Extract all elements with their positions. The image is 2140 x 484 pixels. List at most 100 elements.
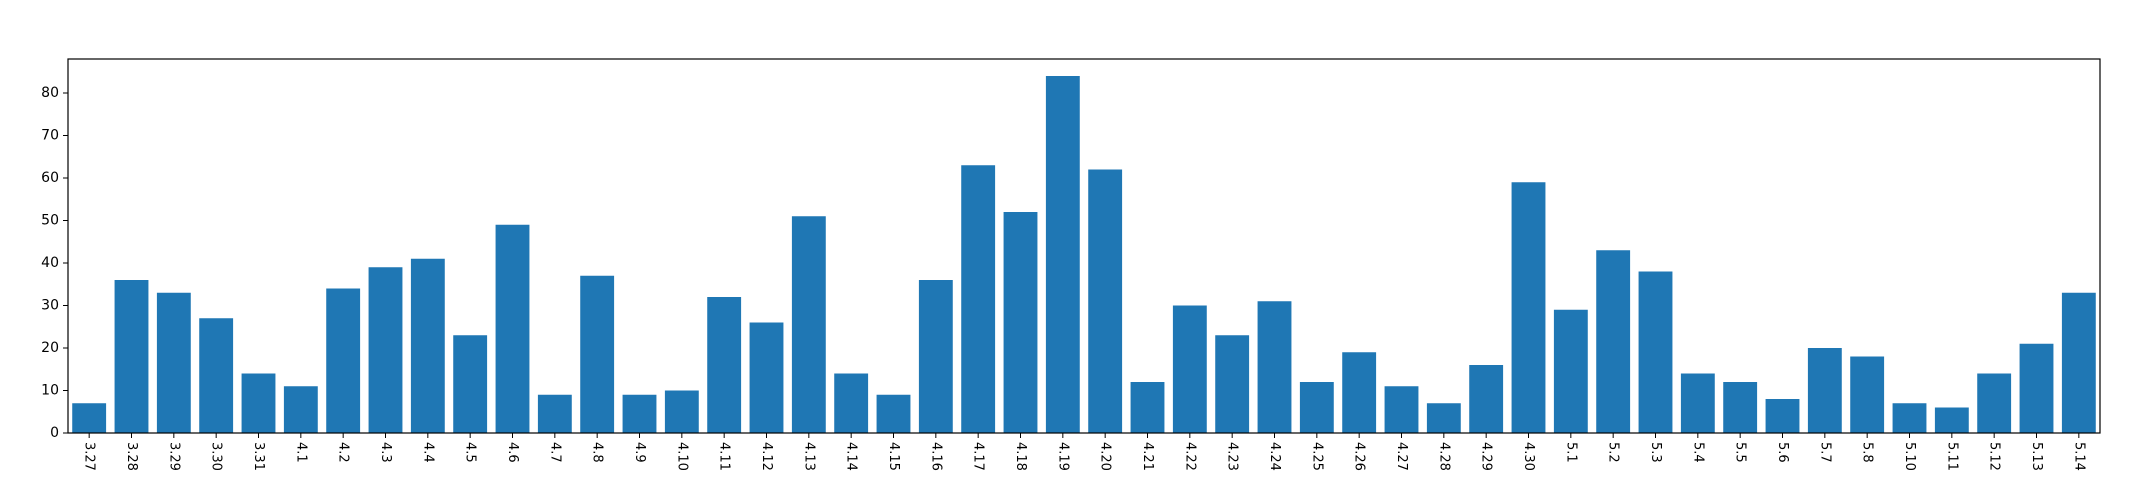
x-tick-label: 4.12 xyxy=(759,442,774,471)
x-tick-label: 5.12 xyxy=(1987,442,2002,471)
bar-5.1 xyxy=(1553,309,1588,433)
x-tick-label: 5.4 xyxy=(1690,442,1705,463)
x-tick-label: 4.4 xyxy=(420,442,435,463)
plot-frame xyxy=(67,58,2101,434)
x-tick-label: 4.11 xyxy=(717,442,732,471)
x-tick-label: 3.28 xyxy=(124,442,139,471)
x-tick-label: 5.13 xyxy=(2029,442,2044,471)
bars-group xyxy=(72,76,2096,433)
x-tick-label: 3.27 xyxy=(82,442,97,471)
x-tick-label: 4.8 xyxy=(590,442,605,463)
bar-4.11 xyxy=(707,297,742,433)
x-tick-label: 4.23 xyxy=(1225,442,1240,471)
x-tick-label: 4.13 xyxy=(801,442,816,471)
bar-4.22 xyxy=(1172,305,1207,433)
bar-4.14 xyxy=(834,373,869,433)
x-tick-label: 5.2 xyxy=(1606,442,1621,463)
y-tick-label: 10 xyxy=(41,383,59,399)
bar-4.29 xyxy=(1469,365,1504,433)
bar-4.26 xyxy=(1342,352,1377,433)
bar-4.3 xyxy=(368,267,403,433)
bar-5.3 xyxy=(1638,271,1673,433)
bar-5.6 xyxy=(1765,399,1800,433)
bar-5.4 xyxy=(1680,373,1715,433)
x-tick-label: 5.8 xyxy=(1860,442,1875,463)
x-tick-label: 4.28 xyxy=(1436,442,1451,471)
bar-5.7 xyxy=(1807,348,1842,433)
y-tick-label: 0 xyxy=(50,425,59,441)
x-tick-label: 5.1 xyxy=(1563,442,1578,463)
y-tick-label: 70 xyxy=(41,128,59,144)
bar-5.5 xyxy=(1723,382,1758,433)
bar-5.11 xyxy=(1934,407,1969,433)
bar-4.4 xyxy=(410,258,445,433)
x-tick-label: 3.31 xyxy=(251,442,266,471)
x-tick-label: 4.29 xyxy=(1479,442,1494,471)
bar-5.2 xyxy=(1596,250,1631,433)
bar-3.31 xyxy=(241,373,276,433)
y-tick-label: 80 xyxy=(41,85,59,101)
x-tick-label: 4.6 xyxy=(505,442,520,463)
bar-4.2 xyxy=(326,288,361,433)
bar-3.29 xyxy=(156,292,191,433)
x-tick-label: 3.30 xyxy=(209,442,224,471)
bar-4.12 xyxy=(749,322,784,433)
x-tick-label: 4.14 xyxy=(844,442,859,471)
x-tick-label: 4.22 xyxy=(1182,442,1197,471)
bar-4.21 xyxy=(1130,382,1165,433)
x-tick-label: 4.5 xyxy=(463,442,478,463)
bar-5.8 xyxy=(1850,356,1885,433)
bar-5.14 xyxy=(2061,292,2096,433)
bar-4.8 xyxy=(580,275,615,433)
bar-3.28 xyxy=(114,280,149,433)
bar-5.12 xyxy=(1977,373,2012,433)
x-tick-label: 5.14 xyxy=(2071,442,2086,471)
x-tick-label: 4.2 xyxy=(336,442,351,463)
bar-4.18 xyxy=(1003,212,1038,433)
x-axis: 3.27 3.28 3.29 3.30 3.31 4.1 4.2 4.3 4.4 4.5 4.6 4.… xyxy=(82,433,2086,471)
bar-4.6 xyxy=(495,224,530,433)
bar-4.9 xyxy=(622,394,657,433)
bar-4.10 xyxy=(664,390,699,433)
bar-3.30 xyxy=(199,318,234,433)
y-tick-label: 20 xyxy=(41,340,59,356)
x-tick-label: 4.26 xyxy=(1352,442,1367,471)
x-tick-label: 5.10 xyxy=(1902,442,1917,471)
y-tick-label: 30 xyxy=(41,298,59,314)
x-tick-label: 4.1 xyxy=(293,442,308,463)
y-tick-label: 40 xyxy=(41,255,59,271)
bar-4.16 xyxy=(918,280,953,433)
x-tick-label: 4.24 xyxy=(1267,442,1282,471)
x-tick-label: 4.15 xyxy=(886,442,901,471)
bar-4.28 xyxy=(1426,403,1461,433)
bar-4.17 xyxy=(961,165,996,433)
x-tick-label: 3.29 xyxy=(166,442,181,471)
x-tick-label: 4.7 xyxy=(547,442,562,463)
x-tick-label: 4.30 xyxy=(1521,442,1536,471)
y-axis: 0 10 20 30 40 50 60 70 80 xyxy=(41,85,68,441)
x-tick-label: 4.3 xyxy=(378,442,393,463)
x-tick-label: 4.9 xyxy=(632,442,647,463)
x-tick-label: 4.25 xyxy=(1309,442,1324,471)
bar-4.15 xyxy=(876,394,911,433)
x-tick-label: 5.7 xyxy=(1817,442,1832,463)
bar-3.27 xyxy=(72,403,107,433)
y-tick-label: 50 xyxy=(41,213,59,229)
x-tick-label: 4.27 xyxy=(1394,442,1409,471)
bar-4.7 xyxy=(537,394,572,433)
bar-4.1 xyxy=(283,386,318,433)
bar-4.19 xyxy=(1045,76,1080,433)
x-tick-label: 5.5 xyxy=(1733,442,1748,463)
bar-4.24 xyxy=(1257,301,1292,433)
x-tick-label: 5.6 xyxy=(1775,442,1790,463)
x-tick-label: 4.21 xyxy=(1140,442,1155,471)
bar-4.25 xyxy=(1299,382,1334,433)
bar-4.20 xyxy=(1088,169,1123,433)
bar-4.5 xyxy=(453,335,488,433)
x-tick-label: 5.3 xyxy=(1648,442,1663,463)
x-tick-label: 4.19 xyxy=(1055,442,1070,471)
x-tick-label: 4.10 xyxy=(674,442,689,471)
y-tick-label: 60 xyxy=(41,170,59,186)
